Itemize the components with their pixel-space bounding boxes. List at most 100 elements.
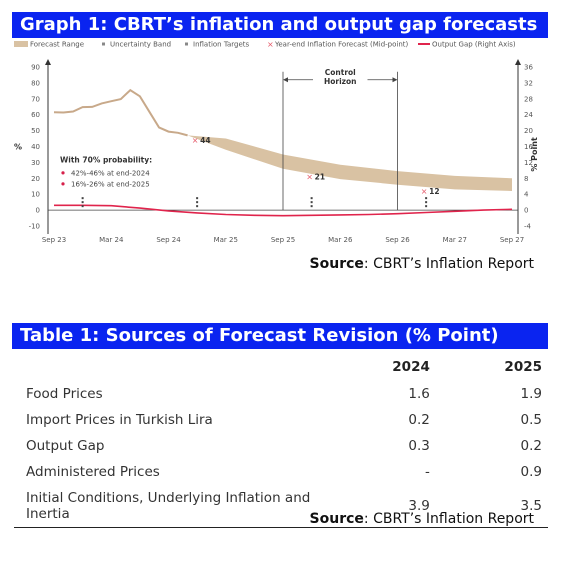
graph-source-text: : CBRT’s Inflation Report	[363, 256, 534, 272]
x-tick-label: Sep 26	[385, 236, 410, 244]
uncertainty-band-marker	[196, 197, 199, 200]
graph-source-prefix: Source	[309, 256, 364, 272]
output-gap-line	[54, 204, 513, 217]
table-row: Administered Prices - 0.9	[14, 459, 548, 485]
row-value-2024: 0.3	[408, 438, 430, 454]
right-axis-arrow	[515, 59, 521, 65]
x-tick-label: Mar 25	[214, 236, 238, 244]
x-tick-label: Sep 25	[271, 236, 295, 244]
left-tick-label: 80	[31, 79, 40, 87]
row-value-2024: 1.6	[408, 386, 430, 402]
midpoint-marker: ×	[192, 136, 199, 145]
table-row: Initial Conditions, Underlying Inflation…	[14, 485, 548, 528]
graph-source: Source: CBRT’s Inflation Report	[310, 256, 534, 272]
inflation-target-marker	[310, 201, 313, 204]
row-value-2025: 0.9	[520, 464, 542, 480]
forecast-revision-table: 2024 2025 Food Prices 1.6 1.9 Import Pri…	[14, 355, 548, 528]
header-label	[14, 355, 345, 381]
right-axis-label: % Point	[530, 137, 539, 172]
row-value-2024: -	[424, 464, 430, 480]
header-2024: 2024	[392, 359, 430, 375]
legend-label: Year-end Inflation Forecast (Mid-point)	[274, 41, 409, 49]
inflation-actual-line	[53, 88, 188, 137]
left-tick-label: 30	[31, 159, 40, 167]
control-horizon-arrowhead-left	[283, 77, 288, 83]
probability-line: 42%-46% at end-2024	[71, 169, 150, 177]
left-tick-label: -10	[29, 223, 40, 231]
legend-label: Inflation Targets	[193, 41, 249, 49]
table-source-text: : CBRT’s Inflation Report	[363, 511, 534, 527]
x-tick-label: Mar 24	[99, 236, 124, 244]
row-value-2024: 0.2	[408, 412, 430, 428]
uncertainty-band-marker	[425, 205, 428, 208]
left-tick-label: 50	[31, 127, 40, 135]
legend-swatch-midpoint: ×	[267, 40, 274, 49]
midpoint-label: 44	[200, 136, 210, 145]
legend-label: Uncertainty Band	[110, 41, 171, 49]
uncertainty-band-marker	[81, 197, 84, 200]
header-2025: 2025	[504, 359, 542, 375]
probability-title: With 70% probability:	[60, 155, 152, 164]
row-value-2025: 0.2	[520, 438, 542, 454]
right-tick-label: 4	[524, 191, 529, 199]
row-label: Food Prices	[26, 386, 103, 402]
midpoint-marker: ×	[306, 173, 313, 182]
left-tick-label: 0	[36, 207, 40, 215]
inflation-target-marker	[425, 201, 428, 204]
x-tick-label: Sep 24	[156, 236, 181, 244]
legend-label: Output Gap (Right Axis)	[432, 41, 516, 49]
row-value-2025: 1.9	[520, 386, 542, 402]
legend-label: Forecast Range	[30, 41, 84, 49]
table-title: Table 1: Sources of Forecast Revision (%…	[12, 323, 548, 349]
right-tick-label: -4	[524, 223, 532, 231]
table-row: Food Prices 1.6 1.9	[14, 381, 548, 407]
uncertainty-band-marker	[310, 205, 313, 208]
inflation-target-marker	[81, 201, 84, 204]
right-tick-label: 16	[524, 143, 533, 151]
control-horizon-label: Control	[325, 68, 356, 77]
right-tick-label: 8	[524, 175, 528, 183]
table-row: Output Gap 0.3 0.2	[14, 433, 548, 459]
table-source-prefix: Source	[309, 511, 364, 527]
uncertainty-band-marker	[81, 205, 84, 208]
left-tick-label: 10	[31, 191, 40, 199]
x-tick-label: Mar 27	[443, 236, 467, 244]
probability-bullet	[61, 171, 65, 175]
right-tick-label: 12	[524, 159, 533, 167]
chart-legend: Forecast Range Uncertainty Band Inflation …	[14, 40, 516, 49]
probability-bullet	[61, 182, 65, 186]
table-row: Import Prices in Turkish Lira 0.2 0.5	[14, 407, 548, 433]
right-tick-label: 20	[524, 127, 533, 135]
midpoint-marker: ×	[421, 187, 428, 196]
right-tick-label: 28	[524, 95, 533, 103]
control-horizon-arrowhead-right	[392, 77, 398, 83]
legend-swatch-inflation-targets	[185, 42, 188, 46]
left-tick-label: 60	[31, 111, 40, 119]
right-tick-label: 32	[524, 79, 533, 87]
row-label: Initial Conditions, Underlying Inflation…	[14, 485, 346, 528]
row-value-2025: 3.5	[435, 485, 548, 528]
inflation-output-gap-chart: Forecast Range Uncertainty Band Inflation …	[14, 40, 539, 244]
midpoint-label: 12	[429, 187, 439, 196]
graph-title: Graph 1: CBRT’s inflation and output gap…	[12, 12, 548, 38]
left-tick-label: 40	[31, 143, 40, 151]
right-tick-label: 0	[524, 207, 528, 215]
row-label: Administered Prices	[26, 464, 160, 480]
legend-swatch-uncertainty-band	[102, 42, 105, 46]
row-label: Output Gap	[26, 438, 105, 454]
x-tick-label: Sep 27	[500, 236, 524, 244]
legend-swatch-forecast-range	[14, 41, 28, 47]
inflation-target-marker	[196, 201, 199, 204]
row-label: Import Prices in Turkish Lira	[26, 412, 213, 428]
uncertainty-band-marker	[310, 197, 313, 200]
table-source: Source: CBRT’s Inflation Report	[310, 511, 534, 527]
left-axis-label: %	[14, 143, 22, 152]
right-tick-label: 36	[524, 64, 533, 72]
uncertainty-band-marker	[425, 197, 428, 200]
table-header-row: 2024 2025	[14, 355, 548, 381]
left-tick-label: 90	[31, 64, 40, 72]
midpoint-label: 21	[315, 173, 325, 182]
row-value-2025: 0.5	[520, 412, 542, 428]
control-horizon-label: Horizon	[324, 77, 357, 86]
probability-line: 16%-26% at end-2025	[71, 180, 150, 188]
